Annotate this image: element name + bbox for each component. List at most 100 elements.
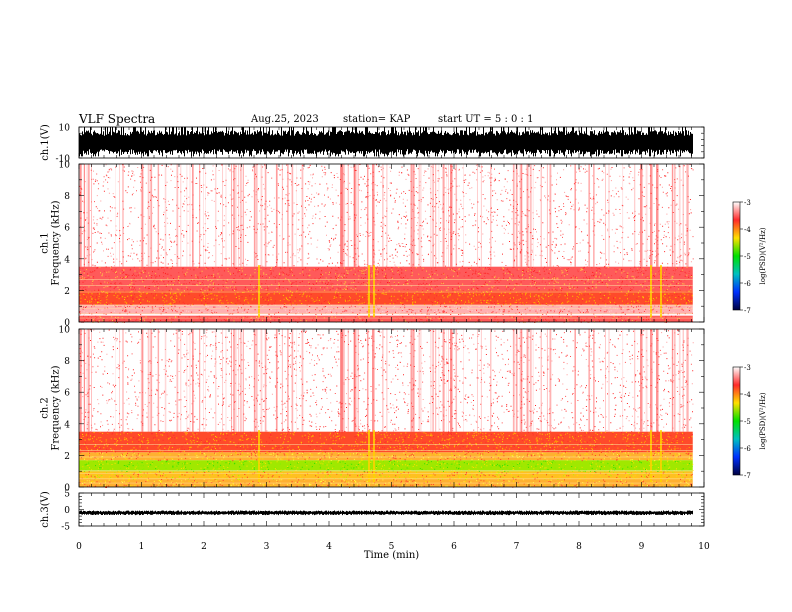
date-label: Aug.25, 2023 [251, 114, 319, 125]
sferic-streak [205, 164, 206, 267]
sferic-streak [79, 329, 82, 432]
spectral-band [79, 460, 693, 472]
sferic-streak [435, 329, 437, 432]
sferic-streak [671, 164, 673, 267]
sferic-streak [650, 164, 653, 267]
sferic-streak [157, 164, 160, 267]
sferic-streak [234, 329, 237, 432]
sferic-streak [512, 329, 515, 432]
sferic-streak [340, 164, 343, 267]
x-tick-label: 5 [389, 542, 395, 552]
sferic-streak [490, 329, 492, 432]
sferic-streak [372, 329, 375, 432]
sferic-streak [650, 265, 652, 318]
sferic-streak [442, 164, 445, 267]
sferic-streak [435, 164, 437, 267]
sferic-streak [650, 329, 653, 432]
sferic-streak [412, 164, 414, 267]
sferic-streak [515, 164, 518, 267]
sferic-streak [147, 329, 150, 432]
sferic-streak [230, 164, 233, 267]
ch1-ylabel: ch.1(V) [40, 124, 51, 161]
ch2-colorbar [732, 366, 741, 476]
sferic-streak [83, 164, 85, 267]
x-tick-label: 2 [201, 542, 207, 552]
sferic-streak [656, 164, 659, 267]
sferic-streak [355, 164, 358, 267]
spectral-band [79, 304, 693, 315]
sferic-streak [86, 164, 88, 267]
sferic-streak [202, 164, 204, 267]
sferic-streak [291, 329, 294, 432]
sferic-streak [529, 164, 531, 267]
y-tick-label: 8 [64, 357, 70, 367]
sferic-streak [386, 164, 388, 267]
colorbar-label: log(PSD)(V²/Hz) [759, 392, 767, 449]
sferic-streak [540, 164, 542, 267]
ch2-ylabel: ch.2Frequency (kHz) [40, 365, 62, 450]
sferic-streak [87, 329, 90, 432]
sferic-streak [386, 329, 388, 432]
sferic-streak [301, 164, 303, 267]
sferic-streak [186, 164, 188, 267]
sferic-streak [656, 329, 659, 432]
sferic-streak [387, 164, 388, 267]
sferic-streak [291, 164, 294, 267]
sferic-streak [574, 164, 576, 267]
colorbar-tick-label: -5 [744, 418, 751, 426]
sferic-streak [205, 329, 206, 432]
ch1-ylabel: ch.1Frequency (kHz) [40, 200, 62, 285]
ch1-spectrogram-image [79, 164, 704, 323]
sferic-streak [214, 164, 217, 267]
sferic-streak [490, 164, 492, 267]
sferic-streak [549, 329, 552, 432]
sferic-streak [286, 329, 289, 432]
sferic-streak [357, 164, 359, 267]
sferic-streak [238, 329, 240, 432]
sferic-streak [164, 164, 166, 267]
sferic-streak [176, 164, 178, 267]
sferic-streak [549, 164, 552, 267]
sferic-streak [418, 164, 421, 267]
colorbar-tick-label: -3 [744, 199, 751, 207]
sferic-streak [256, 164, 258, 267]
colorbar-tick-label: -6 [744, 280, 751, 288]
sferic-streak [366, 329, 369, 432]
sferic-streak [242, 164, 244, 267]
sferic-streak [255, 164, 258, 267]
sferic-streak [255, 329, 258, 432]
sferic-streak [455, 164, 458, 267]
x-tick-label: 4 [326, 542, 332, 552]
sferic-streak [342, 329, 344, 432]
sferic-streak [199, 329, 201, 432]
sferic-streak [180, 329, 182, 432]
colorbar-tick-label: -3 [744, 364, 751, 372]
x-ticks [78, 127, 705, 158]
sferic-streak [240, 164, 242, 267]
sferic-streak [519, 329, 522, 432]
sferic-streak [233, 164, 235, 267]
sferic-streak [686, 164, 688, 267]
sferic-streak [366, 164, 369, 267]
sferic-streak [258, 265, 260, 318]
sferic-streak [180, 164, 182, 267]
sferic-streak [83, 329, 85, 432]
sferic-streak [302, 164, 304, 267]
sferic-streak [199, 164, 201, 267]
sferic-streak [302, 329, 304, 432]
sferic-streak [593, 164, 595, 267]
sferic-streak [410, 329, 413, 432]
sferic-streak [240, 329, 242, 432]
sferic-streak [79, 164, 81, 267]
sferic-streak [432, 164, 434, 267]
sferic-streak [287, 329, 289, 432]
sferic-streak [141, 164, 143, 267]
x-tick-label: 8 [576, 542, 582, 552]
sferic-streak [640, 164, 643, 267]
sferic-streak [264, 164, 267, 267]
sferic-streak [122, 329, 124, 432]
sferic-streak [230, 329, 233, 432]
sferic-streak [410, 164, 413, 267]
y-ticks [79, 163, 704, 323]
sferic-streak [79, 329, 81, 432]
